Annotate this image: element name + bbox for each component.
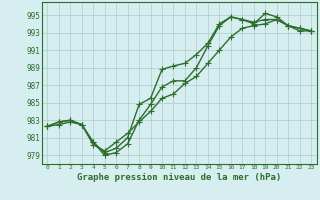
X-axis label: Graphe pression niveau de la mer (hPa): Graphe pression niveau de la mer (hPa) (77, 173, 281, 182)
